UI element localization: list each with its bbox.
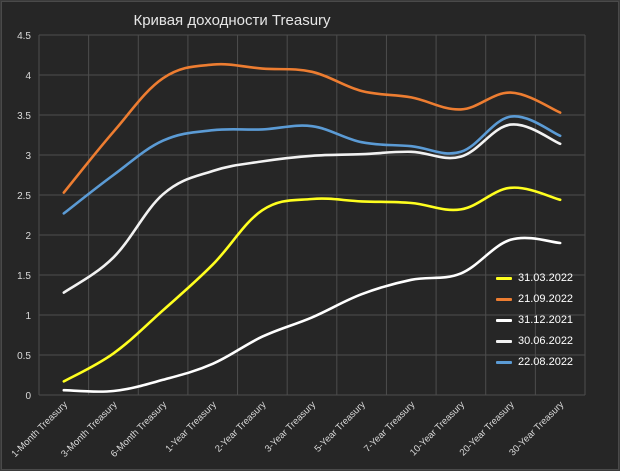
chart-title: Кривая доходности Treasury — [133, 12, 331, 29]
y-tick-label: 2.5 — [17, 191, 31, 202]
x-tick-label: 5-Year Treasury — [312, 399, 367, 454]
y-tick-label: 3 — [25, 151, 31, 162]
chart-legend: 31.03.2022 21.09.2022 31.12.2021 30.06.2022… — [496, 270, 606, 375]
y-tick-label: 0 — [25, 391, 31, 402]
legend-label: 31.03.2022 — [518, 272, 574, 284]
y-tick-label: 3.5 — [17, 111, 31, 122]
legend-swatch — [496, 277, 512, 280]
legend-label: 30.06.2022 — [518, 335, 574, 347]
y-tick-label: 1 — [25, 311, 31, 322]
y-tick-label: 4.5 — [17, 31, 31, 42]
legend-swatch — [496, 298, 512, 301]
legend-label: 21.09.2022 — [518, 293, 574, 305]
series-line-31.03.2022 — [62, 186, 562, 383]
x-tick-label: 30-Year Treasury — [507, 399, 566, 458]
series-line-30.06.2022 — [62, 123, 562, 294]
legend-swatch — [496, 319, 512, 322]
x-tick-label: 2-Year Treasury — [213, 399, 268, 454]
legend-swatch — [496, 361, 512, 364]
y-tick-label: 4 — [25, 71, 31, 82]
x-tick-label: 1-Year Treasury — [164, 399, 219, 454]
y-tick-label: 2 — [25, 231, 31, 242]
legend-item: 31.03.2022 — [496, 270, 606, 291]
legend-label: 31.12.2021 — [518, 314, 574, 326]
x-tick-label: 3-Year Treasury — [263, 399, 318, 454]
series-line-21.09.2022 — [62, 62, 562, 194]
legend-swatch — [496, 340, 512, 343]
legend-item: 21.09.2022 — [496, 291, 606, 312]
x-tick-label: 7-Year Treasury — [362, 399, 417, 454]
series-line-22.08.2022 — [62, 115, 562, 215]
y-tick-label: 0.5 — [17, 351, 31, 362]
series-line-31.12.2021 — [62, 236, 562, 393]
legend-item: 31.12.2021 — [496, 312, 606, 333]
y-tick-label: 1.5 — [17, 271, 31, 282]
legend-item: 22.08.2022 — [496, 354, 606, 375]
legend-label: 22.08.2022 — [518, 356, 574, 368]
legend-item: 30.06.2022 — [496, 333, 606, 354]
